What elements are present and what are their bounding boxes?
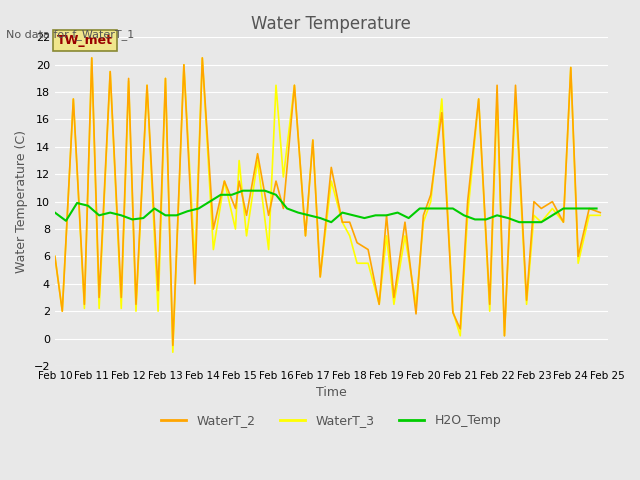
Title: Water Temperature: Water Temperature <box>252 15 412 33</box>
Text: No data for f_WaterT_1: No data for f_WaterT_1 <box>6 29 134 40</box>
Y-axis label: Water Temperature (C): Water Temperature (C) <box>15 130 28 273</box>
X-axis label: Time: Time <box>316 386 347 399</box>
Text: TW_met: TW_met <box>57 34 113 47</box>
Legend: WaterT_2, WaterT_3, H2O_Temp: WaterT_2, WaterT_3, H2O_Temp <box>156 409 506 432</box>
